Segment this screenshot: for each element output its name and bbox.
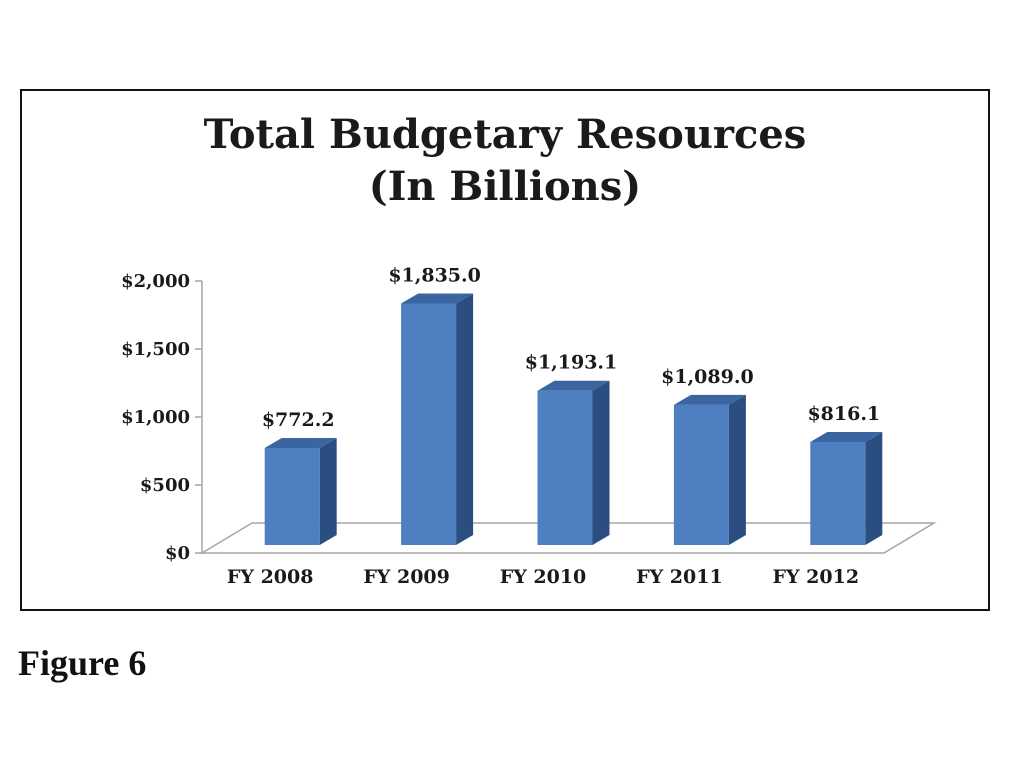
data-label: $1,835.0: [388, 264, 481, 286]
bar-top-fy-2012: [810, 432, 883, 443]
x-category-label: FY 2010: [500, 566, 587, 588]
bar-fy-2010: [537, 390, 593, 545]
chart-title-line-1: Total Budgetary Resources: [203, 111, 807, 158]
y-tick-label: $1,000: [121, 407, 190, 428]
bar-top-fy-2010: [537, 380, 610, 391]
y-tick-label: $2,000: [121, 271, 190, 292]
bar-side-fy-2011: [728, 394, 746, 545]
bar-side-fy-2008: [319, 437, 337, 545]
bar-top-fy-2009: [401, 293, 474, 304]
y-tick-label: $500: [140, 475, 190, 496]
data-label: $1,089.0: [661, 366, 754, 388]
chart-plot: $0 $500 $1,000 $1,500 $2,000 $772.2 FY 2008 $1,…: [121, 264, 937, 588]
x-category-label: FY 2008: [227, 566, 314, 588]
data-label: $816.1: [807, 403, 880, 425]
y-tick-label: $1,500: [121, 339, 190, 360]
bar-side-fy-2010: [592, 380, 610, 545]
data-label: $1,193.1: [525, 352, 618, 374]
chart-floor: [199, 522, 937, 554]
bar-fy-2011: [673, 404, 729, 545]
bar-top-fy-2011: [673, 394, 746, 405]
data-label: $772.2: [262, 409, 335, 431]
bar-fy-2012: [810, 442, 866, 545]
x-category-label: FY 2009: [363, 566, 450, 588]
x-category-label: FY 2012: [773, 566, 860, 588]
bar-side-fy-2009: [456, 293, 474, 545]
chart-frame: Total Budgetary Resources (In Billions) …: [20, 89, 990, 611]
bar-fy-2009: [401, 303, 457, 545]
chart-title: Total Budgetary Resources (In Billions): [22, 109, 988, 213]
y-tick-label: $0: [165, 543, 190, 564]
bar-side-fy-2012: [865, 432, 883, 545]
x-category-label: FY 2011: [636, 566, 723, 588]
chart-title-line-2: (In Billions): [368, 163, 642, 210]
bar-fy-2008: [264, 447, 320, 545]
bar-top-fy-2008: [264, 437, 337, 448]
figure-caption: Figure 6: [18, 643, 147, 683]
